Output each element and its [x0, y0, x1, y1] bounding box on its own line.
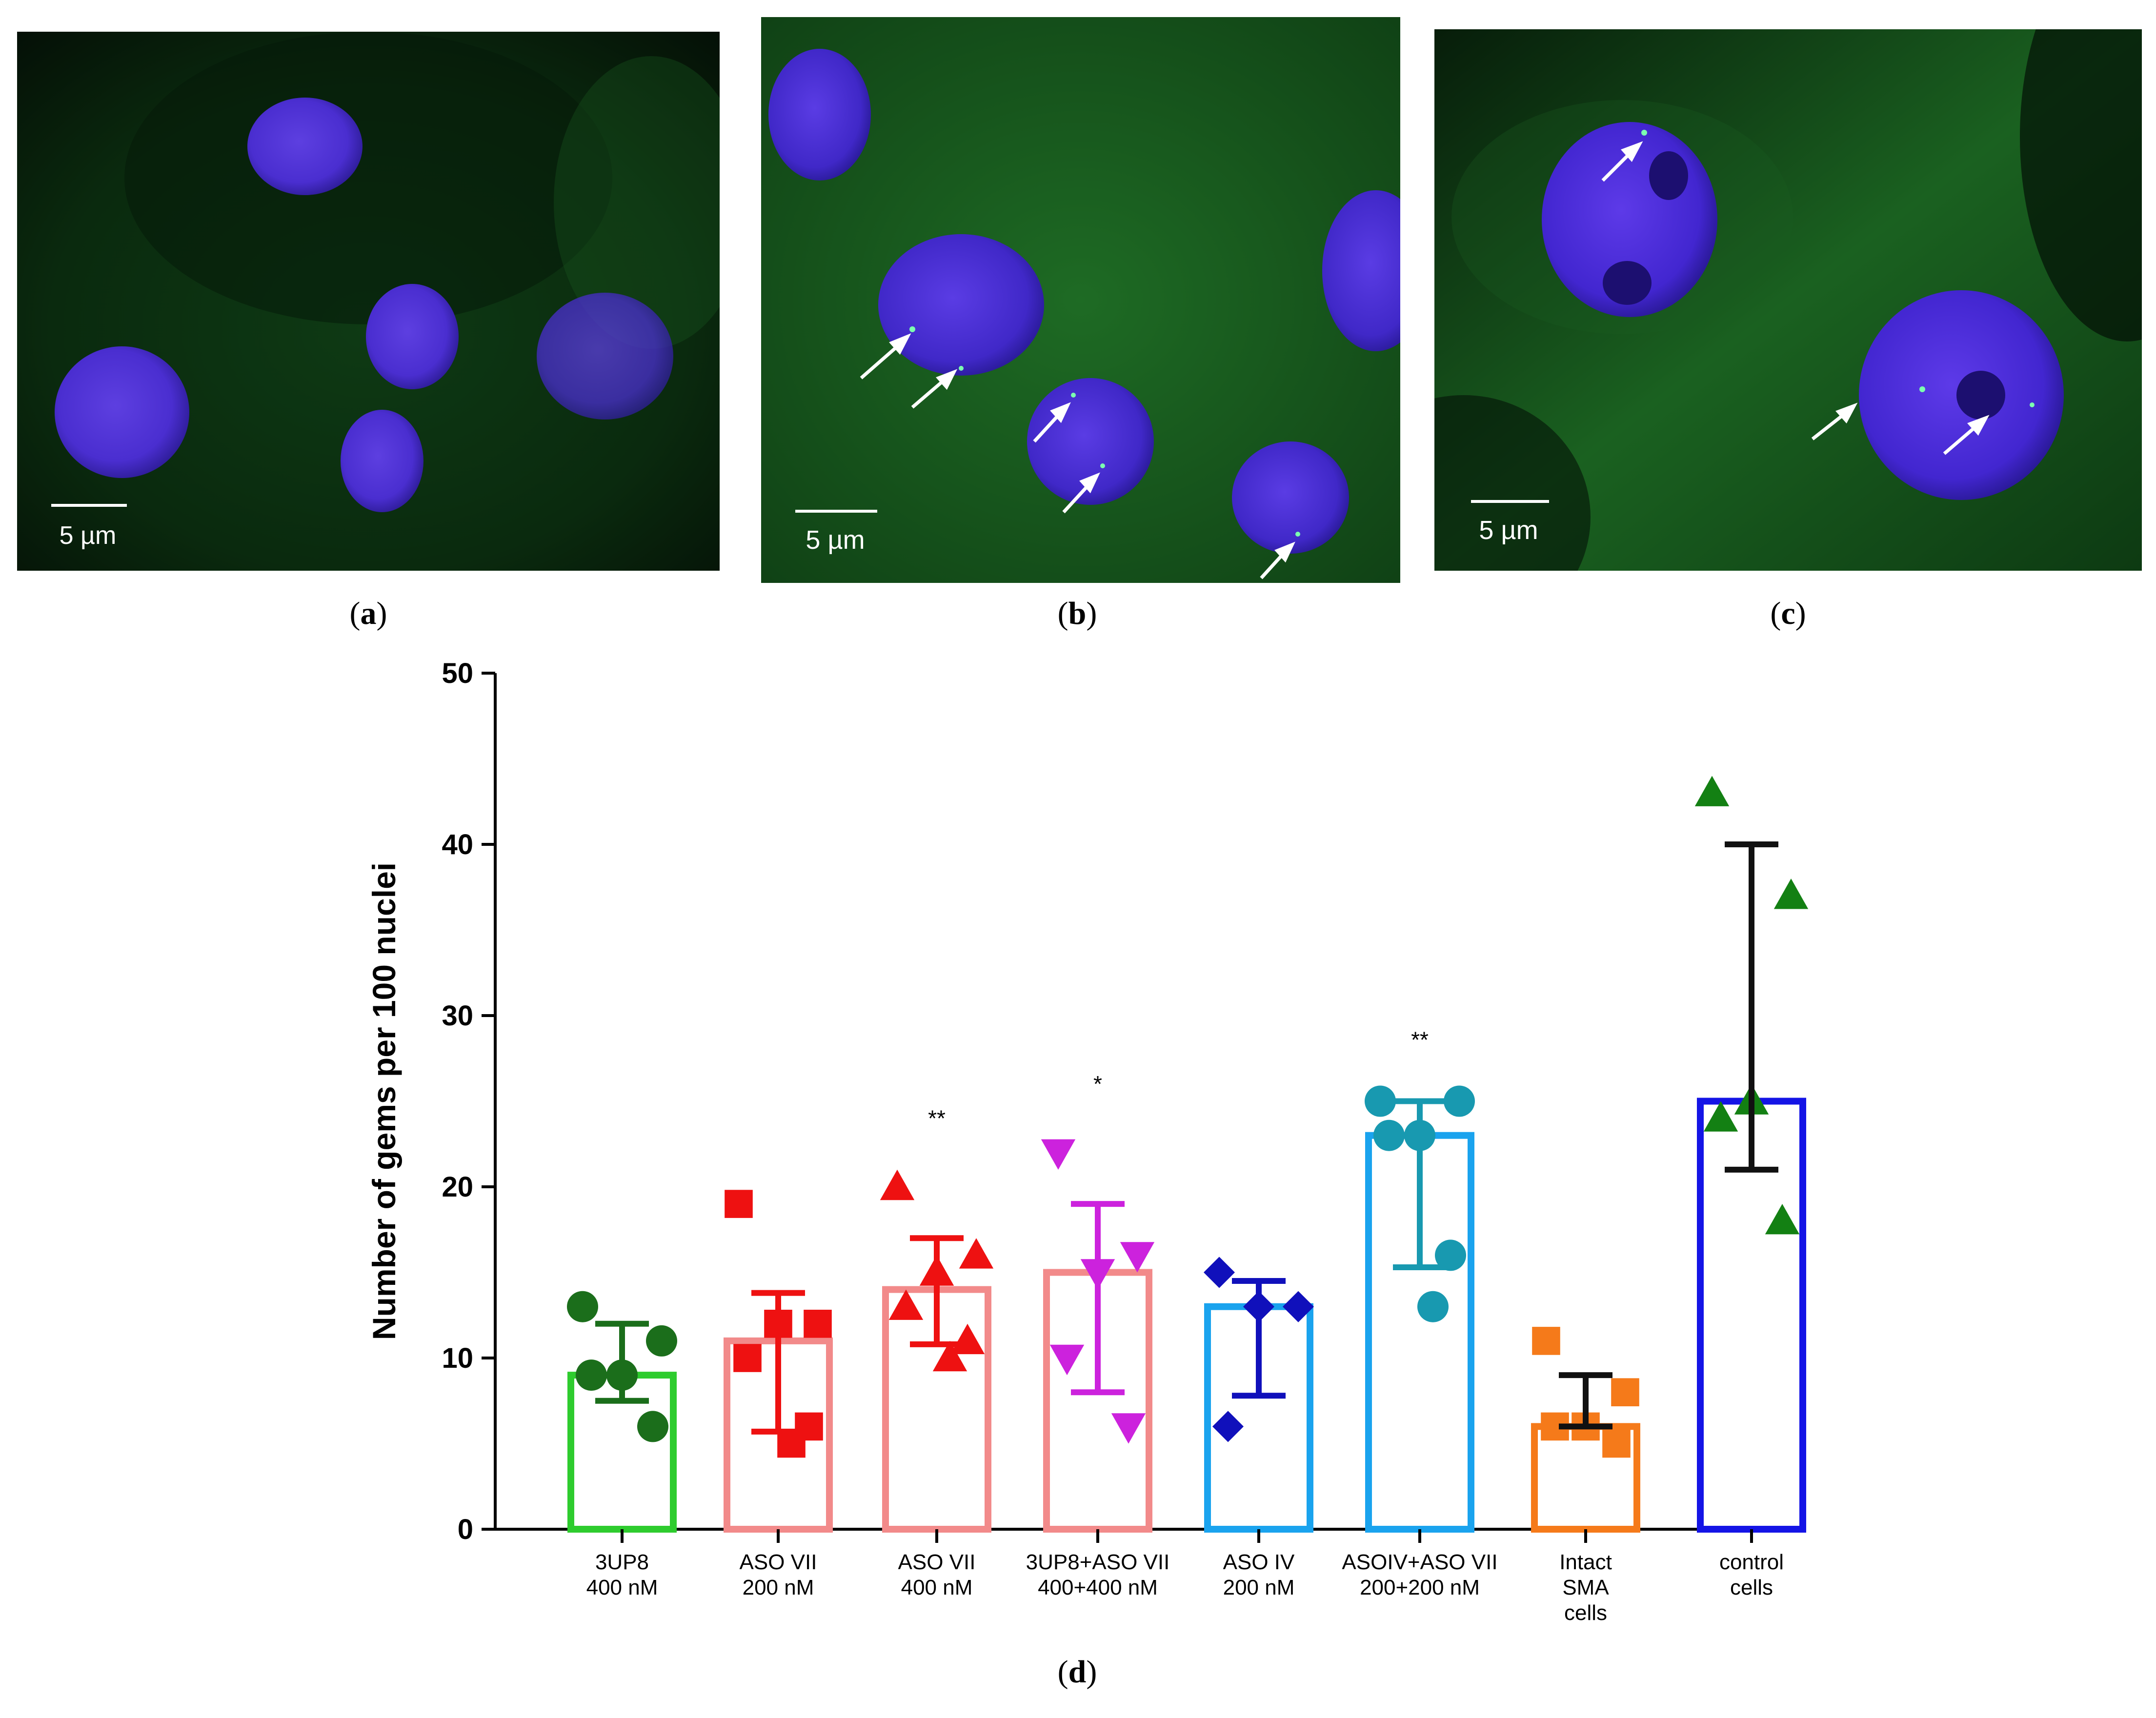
data-point: [1049, 1344, 1085, 1376]
data-point: [567, 1291, 598, 1322]
x-tick-label: ASO VII: [898, 1550, 976, 1574]
y-tick-label: 10: [442, 1342, 473, 1374]
data-point: [1212, 1411, 1244, 1442]
data-point: [959, 1238, 994, 1269]
x-tick-label: 400+400 nM: [1038, 1576, 1158, 1599]
micrograph-a: 5 µm: [17, 32, 720, 571]
x-tick-label: 3UP8+ASO VII: [1026, 1550, 1170, 1574]
data-point: [725, 1190, 753, 1218]
data-point: [646, 1325, 677, 1357]
data-point: [1373, 1119, 1405, 1151]
panel-label-a: (a): [349, 596, 387, 631]
y-tick-label: 40: [442, 829, 473, 860]
panel-label-c: (c): [1770, 596, 1806, 631]
panel-label-d: (d): [1057, 1654, 1097, 1690]
micrograph-c: 5 µm: [1434, 29, 2142, 571]
x-tick-label: control: [1719, 1550, 1784, 1574]
data-point: [1773, 879, 1809, 909]
x-tick-label: 200 nM: [743, 1576, 814, 1599]
data-point: [637, 1411, 668, 1442]
data-point: [576, 1359, 607, 1391]
data-point: [1703, 1101, 1738, 1132]
data-point: [880, 1169, 915, 1200]
scale-text-b: 5 µm: [806, 525, 865, 555]
significance-label: **: [1411, 1027, 1429, 1053]
significance-label: **: [928, 1105, 946, 1131]
data-point: [1111, 1413, 1146, 1444]
data-point: [1444, 1085, 1475, 1117]
data-point: [1041, 1139, 1076, 1170]
panel-label-b: (b): [1057, 596, 1097, 631]
data-point: [932, 1340, 967, 1372]
x-tick-label: 400 nM: [586, 1576, 658, 1599]
y-tick-label: 0: [458, 1514, 473, 1545]
data-point: [804, 1310, 832, 1338]
data-point: [733, 1344, 762, 1372]
data-point: [1204, 1257, 1235, 1288]
scale-text-c: 5 µm: [1479, 516, 1538, 545]
data-point: [1694, 776, 1730, 806]
data-point: [1417, 1291, 1449, 1322]
x-tick-label: ASOIV+ASO VII: [1342, 1550, 1497, 1574]
x-tick-label: SMA: [1562, 1576, 1609, 1599]
data-point: [1611, 1378, 1639, 1406]
scale-text-a: 5 µm: [60, 521, 117, 550]
x-tick-label: 200+200 nM: [1360, 1576, 1480, 1599]
x-tick-label: 200 nM: [1223, 1576, 1295, 1599]
significance-label: *: [1093, 1071, 1102, 1097]
y-axis-label: Number of gems per 100 nuclei: [366, 862, 402, 1340]
x-tick-label: ASO VII: [740, 1550, 817, 1574]
bar-chart: 0 10 20 30 40 50 Number of gems per 100 nuclei…: [366, 658, 1809, 1625]
y-tick-label: 30: [442, 1000, 473, 1032]
x-tick-label: cells: [1730, 1576, 1773, 1599]
data-point: [1602, 1429, 1631, 1458]
data-point: [1283, 1291, 1314, 1322]
data-point: [888, 1289, 924, 1320]
y-tick-label: 20: [442, 1171, 473, 1203]
x-tick-label: Intact: [1559, 1550, 1612, 1574]
y-tick-label: 50: [442, 658, 473, 689]
x-tick-label: 400 nM: [901, 1576, 973, 1599]
data-point: [950, 1323, 985, 1355]
micrograph-b: 5 µm: [761, 17, 1400, 583]
x-tick-label: ASO IV: [1223, 1550, 1295, 1574]
data-point: [1435, 1239, 1466, 1271]
x-tick-label: cells: [1564, 1601, 1607, 1625]
data-point: [1532, 1327, 1560, 1355]
data-point: [1765, 1204, 1800, 1235]
data-point: [1365, 1085, 1396, 1117]
x-tick-label: 3UP8: [595, 1550, 649, 1574]
data-point: [1120, 1242, 1155, 1273]
